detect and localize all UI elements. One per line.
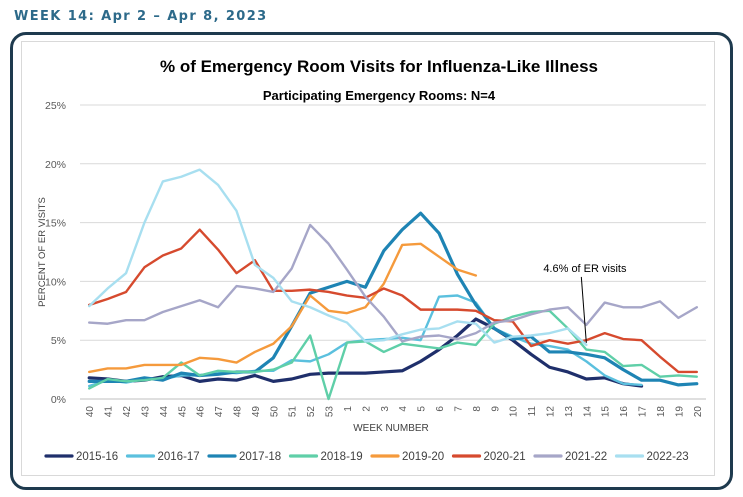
legend-label: 2021-22 <box>565 451 607 463</box>
x-tick-label: 11 <box>527 406 538 417</box>
chart-subtitle: Participating Emergency Rooms: N=4 <box>263 88 496 103</box>
y-tick-label: 20% <box>45 159 66 171</box>
series-line-2020-21 <box>88 228 698 374</box>
annotation-label: 4.6% of ER visits <box>543 263 627 275</box>
x-tick-label: 52 <box>306 406 317 418</box>
x-tick-label: 44 <box>159 406 170 418</box>
y-tick-label: 5% <box>51 335 66 347</box>
legend-label: 2019-20 <box>402 451 444 463</box>
x-tick-label: 18 <box>656 406 667 418</box>
legend-label: 2018-19 <box>321 451 363 463</box>
x-tick-label: 50 <box>269 406 280 418</box>
y-axis-label: PERCENT OF ER VISITS <box>37 197 48 307</box>
series-line-2017-18 <box>87 211 699 387</box>
x-tick-label: 53 <box>325 406 336 418</box>
chart-legend: 2015-16 2016-17 2017-18 2018-19 2019-20 2020-… <box>44 451 689 463</box>
y-tick-labels: 0% 5% 10% 15% 20% 25% <box>45 100 66 406</box>
chart-plot-area-box <box>21 41 715 476</box>
series-lines <box>87 168 699 401</box>
y-tick-label: 10% <box>45 276 66 288</box>
series-line-2021-22 <box>88 223 698 343</box>
x-tick-label: 45 <box>177 406 188 418</box>
x-tick-label: 10 <box>509 406 520 418</box>
x-tick-labels: 40 41 42 43 44 45 46 47 48 49 50 51 52 53 1 2 3 4 5 6 7 8 9 10 1… <box>85 406 704 418</box>
series-line-2022-23 <box>88 168 588 347</box>
x-tick-label: 7 <box>453 406 464 412</box>
y-tick-label: 25% <box>45 100 66 112</box>
x-tick-label: 14 <box>582 406 593 418</box>
x-tick-label: 15 <box>601 406 612 418</box>
report-week-header: WEEK 14: Apr 2 – Apr 8, 2023 <box>14 9 268 24</box>
x-tick-label: 8 <box>472 406 483 412</box>
x-tick-label: 2 <box>361 406 372 412</box>
x-tick-label: 13 <box>564 406 575 418</box>
x-tick-label: 17 <box>638 406 649 418</box>
series-line-2018-19 <box>88 309 698 401</box>
x-tick-label: 12 <box>546 406 557 418</box>
x-tick-label: 19 <box>674 406 685 418</box>
x-tick-label: 3 <box>380 406 391 412</box>
x-tick-label: 49 <box>251 406 262 418</box>
chart-title: % of Emergency Room Visits for Influenza… <box>160 57 598 76</box>
x-tick-label: 16 <box>619 406 630 418</box>
legend-label: 2015-16 <box>76 451 118 463</box>
legend-label: 2020-21 <box>484 451 526 463</box>
x-tick-label: 40 <box>85 406 96 418</box>
x-tick-label: 6 <box>435 406 446 412</box>
x-axis-label: WEEK NUMBER <box>353 423 429 434</box>
series-line-2019-20 <box>88 242 478 374</box>
legend-label: 2022-23 <box>647 451 689 463</box>
x-tick-label: 48 <box>233 406 244 418</box>
y-tick-label: 15% <box>45 218 66 230</box>
grid-lines <box>80 104 706 400</box>
x-tick-label: 46 <box>196 406 207 418</box>
x-tick-label: 51 <box>288 406 299 418</box>
x-tick-label: 4 <box>398 406 409 412</box>
y-tick-label: 0% <box>51 394 66 406</box>
x-tick-label: 47 <box>214 406 225 418</box>
legend-label: 2017-18 <box>239 451 281 463</box>
annotation-leader-line <box>580 276 587 343</box>
legend-label: 2016-17 <box>158 451 200 463</box>
x-tick-label: 1 <box>343 406 354 412</box>
x-tick-label: 20 <box>693 406 704 418</box>
x-tick-label: 41 <box>104 406 115 418</box>
x-tick-label: 42 <box>122 406 133 418</box>
x-tick-label: 43 <box>140 406 151 418</box>
x-tick-label: 5 <box>417 406 428 412</box>
chart-annotation: 4.6% of ER visits <box>543 263 627 343</box>
x-tick-label: 9 <box>490 406 501 412</box>
